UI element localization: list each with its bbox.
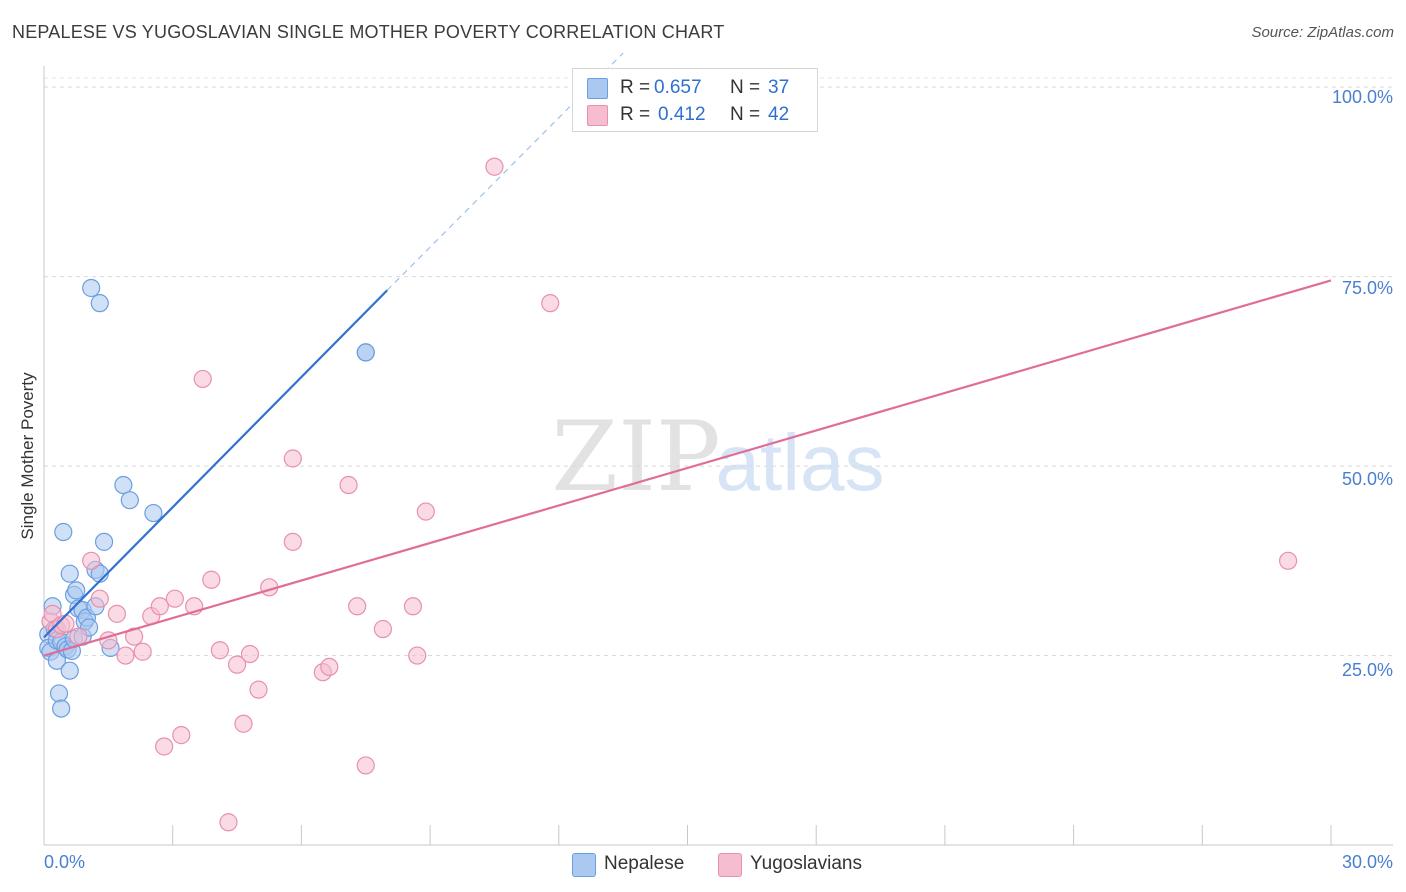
data-point bbox=[249, 680, 268, 699]
legend-label-yugoslavians: Yugoslavians bbox=[750, 853, 862, 874]
data-point bbox=[107, 604, 127, 623]
data-point bbox=[1278, 551, 1298, 570]
trend-line-nepalese bbox=[43, 289, 388, 639]
data-point bbox=[172, 726, 191, 745]
data-point bbox=[124, 627, 144, 646]
legend-swatch-nepalese bbox=[572, 853, 596, 877]
x-tick-label-max: 30.0% bbox=[1341, 852, 1393, 872]
data-point bbox=[165, 589, 184, 608]
chart-source: Source: ZipAtlas.com bbox=[1251, 24, 1394, 41]
r-label: R = bbox=[620, 104, 651, 125]
data-point bbox=[69, 627, 88, 646]
y-tick-label-75: 75.0% bbox=[1341, 278, 1393, 298]
series-yugoslavians-points bbox=[41, 157, 1298, 832]
chart-legend: Nepalese Yugoslavians bbox=[0, 852, 1406, 878]
data-point bbox=[541, 294, 560, 313]
data-point bbox=[240, 644, 260, 664]
data-point bbox=[320, 657, 339, 677]
data-point bbox=[408, 646, 427, 665]
data-point bbox=[485, 157, 504, 176]
x-tick-label-min: 0.0% bbox=[44, 852, 86, 872]
series-nepalese-points bbox=[39, 278, 375, 718]
data-point bbox=[339, 475, 358, 495]
y-tick-label-25: 25.0% bbox=[1341, 660, 1393, 680]
n-label: N = bbox=[730, 77, 761, 98]
data-point bbox=[133, 642, 152, 661]
nepalese-swatch bbox=[587, 78, 608, 99]
data-point bbox=[116, 646, 135, 665]
data-point bbox=[56, 614, 75, 633]
data-point bbox=[114, 475, 133, 495]
yugoslavian-swatch bbox=[587, 105, 608, 126]
data-point bbox=[155, 737, 174, 756]
axes bbox=[43, 66, 1393, 846]
data-point bbox=[90, 294, 109, 313]
r-value: 0.412 bbox=[658, 104, 706, 125]
data-point bbox=[202, 570, 221, 589]
legend-swatch-yugoslavians bbox=[718, 853, 742, 877]
y-axis-label: Single Mother Poverty bbox=[18, 372, 37, 540]
grid-lines bbox=[44, 77, 1393, 657]
data-point bbox=[356, 756, 375, 775]
data-point bbox=[120, 491, 139, 510]
data-point bbox=[54, 522, 73, 542]
trend-line-yugoslavians bbox=[43, 279, 1332, 657]
data-point bbox=[416, 502, 435, 521]
data-point bbox=[144, 503, 163, 523]
chart-title: NEPALESE VS YUGOSLAVIAN SINGLE MOTHER PO… bbox=[12, 22, 725, 42]
y-tick-label-50: 50.0% bbox=[1341, 469, 1393, 489]
watermark: ZIP atlas bbox=[551, 401, 884, 513]
data-point bbox=[356, 343, 375, 362]
r-label: R = bbox=[620, 77, 651, 98]
n-label: N = bbox=[730, 104, 761, 125]
data-point bbox=[52, 699, 71, 718]
data-point bbox=[150, 597, 169, 616]
data-point bbox=[234, 714, 253, 733]
y-tick-label-100: 100.0% bbox=[1331, 87, 1393, 107]
data-point bbox=[60, 661, 79, 680]
data-point bbox=[49, 684, 69, 703]
data-point bbox=[373, 619, 393, 639]
watermark-zip: ZIP bbox=[551, 401, 720, 513]
data-point bbox=[348, 597, 367, 616]
correlation-stats-box: R = 0.657 N = 37 R = 0.412 N = 42 bbox=[572, 68, 818, 132]
data-point bbox=[90, 589, 109, 608]
n-value: 37 bbox=[768, 77, 790, 98]
data-point bbox=[210, 641, 229, 660]
r-value: 0.657 bbox=[654, 77, 702, 98]
trend-lines bbox=[43, 52, 1332, 657]
data-point bbox=[67, 581, 86, 600]
data-point bbox=[94, 532, 114, 551]
watermark-atlas: atlas bbox=[716, 418, 885, 507]
n-value: 42 bbox=[768, 104, 790, 125]
data-point bbox=[82, 551, 101, 570]
data-point bbox=[82, 278, 101, 298]
data-point bbox=[227, 655, 247, 674]
data-point bbox=[283, 532, 302, 551]
data-point bbox=[219, 813, 238, 832]
data-point bbox=[283, 449, 302, 468]
data-point bbox=[403, 597, 423, 616]
data-point bbox=[193, 369, 212, 389]
data-point bbox=[60, 564, 79, 583]
legend-label-nepalese: Nepalese bbox=[604, 853, 685, 874]
